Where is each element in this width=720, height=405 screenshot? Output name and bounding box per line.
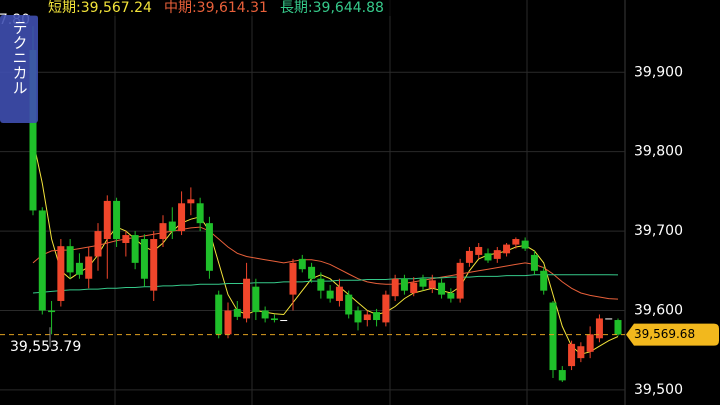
legend-entry: 長期:39,644.88	[280, 0, 384, 16]
candle-body	[75, 262, 83, 275]
candle-body	[159, 223, 167, 240]
candle-body	[270, 318, 278, 321]
candle-body	[558, 370, 566, 381]
candle-body	[308, 266, 316, 279]
candle-body	[354, 310, 362, 323]
legend-entry: 中期:39,614.31	[164, 0, 268, 16]
y-tick-label: 39,600	[634, 303, 683, 319]
candle-body	[150, 239, 158, 291]
candle-body	[29, 50, 37, 211]
candle-body	[326, 290, 334, 299]
candle-body	[205, 223, 213, 271]
y-tick-label: 39,500	[634, 382, 683, 398]
moving-average-line	[32, 274, 619, 294]
candle-body	[373, 312, 381, 321]
candle-body	[475, 246, 483, 255]
candle-body	[85, 256, 93, 279]
candle-body	[605, 318, 613, 320]
candle-body	[595, 318, 603, 339]
candle-body	[345, 294, 353, 315]
candle-body	[317, 278, 325, 291]
candle-body	[391, 278, 399, 297]
candle-body	[243, 278, 251, 319]
candle-body	[419, 278, 427, 287]
legend-entry: 短期:39,567.24	[48, 0, 152, 16]
candle-body	[530, 254, 538, 271]
candle-body	[103, 200, 111, 240]
candle-body	[224, 310, 232, 335]
candle-body	[187, 199, 195, 204]
current-price-label: 39,569.68	[634, 327, 695, 341]
low-label: 39,553.79	[10, 339, 81, 355]
candle-body	[503, 244, 511, 254]
candle-body	[48, 310, 56, 313]
candle-body	[447, 293, 455, 299]
candle-body	[428, 280, 436, 289]
candle-body	[94, 231, 102, 257]
candle-body	[280, 320, 288, 322]
candle-body	[400, 278, 408, 291]
y-tick-label: 39,900	[634, 64, 683, 80]
technical-tab[interactable]	[0, 15, 38, 123]
moving-average-line	[32, 226, 619, 300]
y-tick-label: 39,700	[634, 223, 683, 239]
candle-body	[549, 302, 557, 371]
y-tick-label: 39,800	[634, 144, 683, 160]
candle-body	[168, 221, 176, 232]
technical-tab-label: テクニカル	[11, 20, 29, 95]
candle-body	[335, 286, 343, 301]
legend-background	[30, 0, 460, 16]
candle-body	[577, 346, 585, 359]
candle-body	[196, 203, 204, 224]
candle-body	[512, 239, 520, 245]
candle-body	[233, 308, 241, 317]
candle-body	[140, 239, 148, 279]
candle-body	[410, 282, 418, 294]
candle-body	[122, 235, 130, 243]
candle-body	[540, 270, 548, 291]
candle-body	[57, 246, 65, 301]
candle-body	[215, 294, 223, 335]
candle-body	[484, 253, 492, 261]
candle-body	[178, 203, 186, 232]
candle-body	[382, 294, 390, 323]
moving-average-line	[32, 139, 619, 355]
candle-body	[586, 334, 594, 352]
candle-body	[289, 262, 297, 295]
current-price-badge	[626, 323, 719, 346]
candle-body	[465, 250, 473, 263]
candle-body	[131, 235, 139, 263]
candle-body	[521, 240, 529, 249]
grid	[114, 0, 626, 405]
candle-body	[261, 310, 269, 319]
candle-body	[38, 210, 46, 311]
candle-body	[614, 320, 622, 335]
candle-body	[456, 262, 464, 299]
candle-body	[66, 246, 74, 273]
candle-body	[113, 200, 121, 240]
candle-body	[493, 250, 501, 259]
candle-body	[363, 314, 371, 321]
candle-body	[252, 286, 260, 313]
candle-body	[438, 282, 446, 295]
candle-body	[298, 258, 306, 270]
candle-body	[568, 343, 576, 367]
